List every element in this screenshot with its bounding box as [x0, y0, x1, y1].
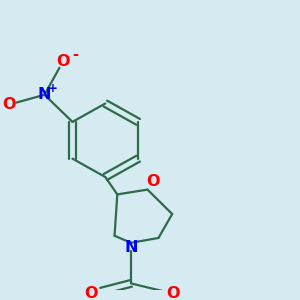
Text: O: O	[2, 97, 15, 112]
Text: O: O	[57, 54, 70, 69]
Text: N: N	[124, 240, 138, 255]
Text: O: O	[147, 174, 160, 189]
Text: +: +	[47, 82, 57, 95]
Text: -: -	[73, 47, 79, 62]
Text: N: N	[38, 87, 51, 102]
Text: O: O	[84, 286, 98, 300]
Text: O: O	[166, 286, 180, 300]
